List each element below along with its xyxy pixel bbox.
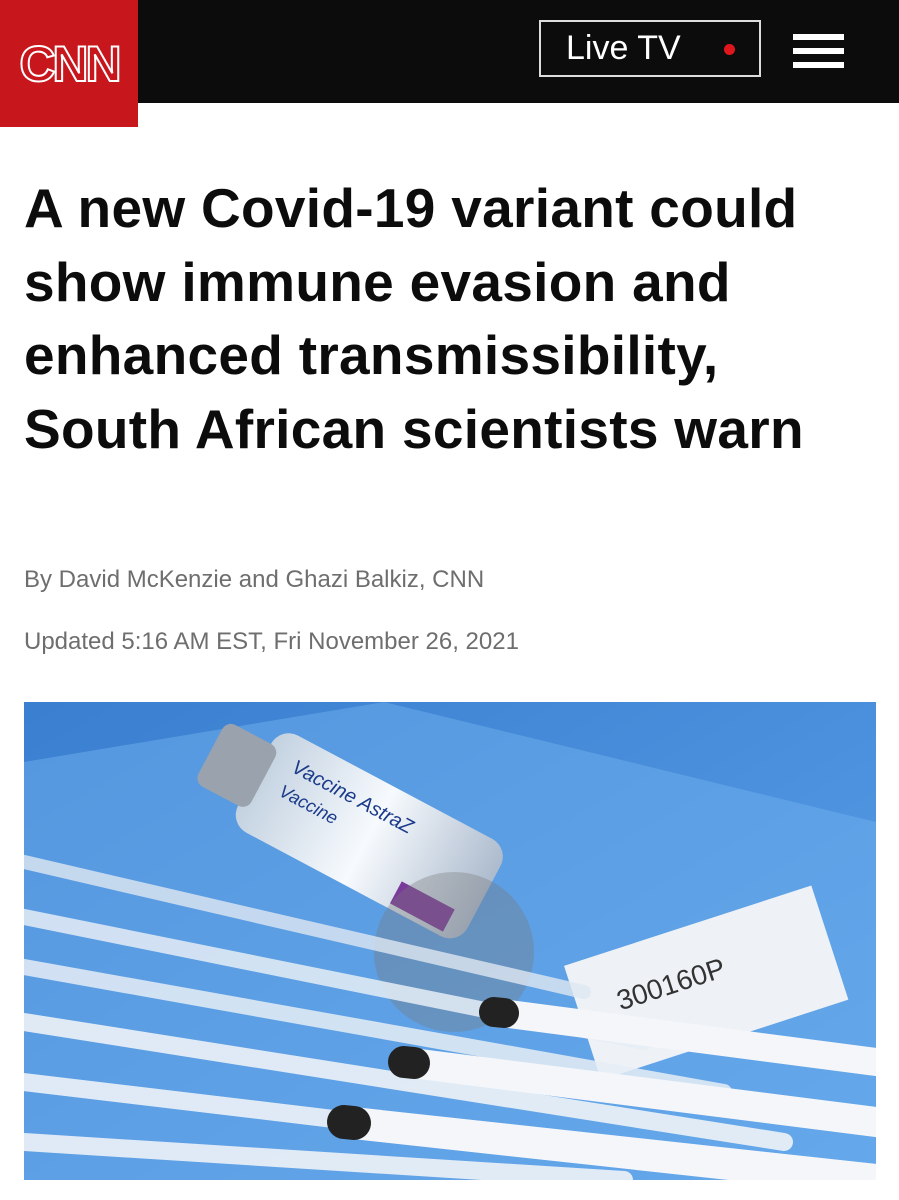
menu-button[interactable] (793, 34, 844, 76)
live-tv-button[interactable]: Live TV (539, 20, 761, 77)
top-bar (0, 0, 899, 103)
headline: A new Covid-19 variant could show immune… (24, 177, 804, 460)
byline: By David McKenzie and Ghazi Balkiz, CNN (24, 566, 485, 593)
timestamp: Updated 5:16 AM EST, Fri November 26, 20… (24, 628, 519, 655)
article-photo: Vaccine AstraZ Vaccine 300160P (24, 702, 876, 1180)
live-tv-label: Live TV (566, 29, 681, 67)
live-dot (724, 44, 735, 55)
logo[interactable]: CNN (0, 0, 138, 127)
